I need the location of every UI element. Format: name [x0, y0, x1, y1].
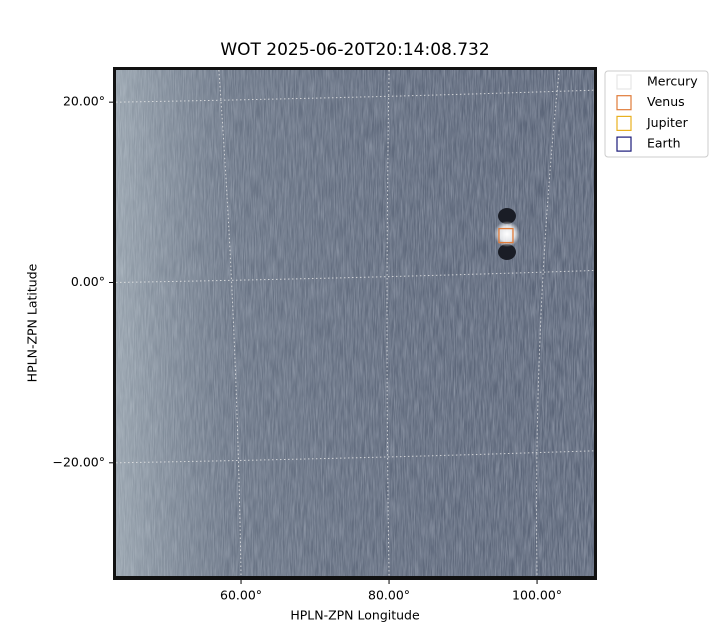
- x-axis-label: HPLN-ZPN Longitude: [290, 608, 420, 623]
- dark-artifact: [498, 208, 516, 224]
- planet-marker: [498, 227, 514, 244]
- plot-area: [113, 67, 597, 580]
- y-tick-label: 0.00°: [71, 274, 105, 289]
- chart-title: WOT 2025-06-20T20:14:08.732: [220, 40, 489, 60]
- legend: [604, 70, 709, 158]
- x-tick-label: 100.00°: [512, 588, 562, 603]
- x-tick-label: 60.00°: [220, 588, 262, 603]
- grid-line: [115, 269, 595, 283]
- x-tick-label: 80.00°: [368, 588, 410, 603]
- dark-artifact: [498, 244, 516, 260]
- image-shading: [116, 70, 594, 576]
- y-tick-label: 20.00°: [63, 94, 105, 109]
- grid-line: [386, 69, 390, 578]
- grid-line: [115, 89, 595, 103]
- legend-label: Earth: [647, 136, 681, 151]
- legend-marker: [616, 74, 632, 90]
- y-axis-label: HPLN-ZPN Latitude: [25, 263, 40, 382]
- grid-line: [115, 450, 595, 464]
- y-tick-label: −20.00°: [52, 454, 105, 469]
- legend-label: Venus: [647, 94, 685, 109]
- legend-marker: [616, 95, 632, 111]
- legend-marker: [616, 136, 632, 152]
- legend-label: Mercury: [647, 74, 698, 89]
- legend-label: Jupiter: [646, 115, 689, 130]
- legend-marker: [616, 115, 632, 132]
